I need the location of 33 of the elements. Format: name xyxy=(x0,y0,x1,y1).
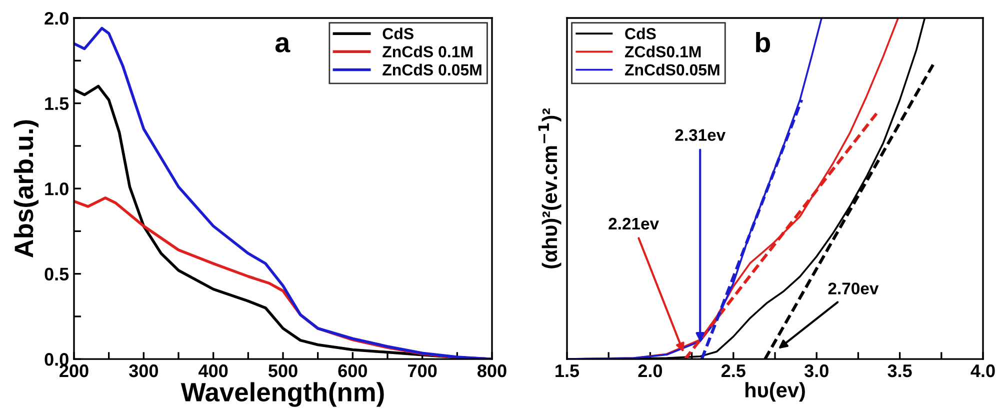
y-tick-label: 1.0 xyxy=(45,182,68,196)
legend-label: CdS xyxy=(382,28,414,40)
x-tick-label: 500 xyxy=(268,364,298,378)
legend-label: ZnCdS0.05M xyxy=(624,64,720,76)
legend-label: CdS xyxy=(625,28,656,40)
y-axis-title: (αhυ)²(ev.cm$^{−1}$)² xyxy=(538,108,562,268)
x-tick-label: 2.0 xyxy=(638,364,662,378)
x-tick-label: 400 xyxy=(198,364,228,378)
annotation: 2.31ev xyxy=(675,129,726,141)
legend-label: ZnCdS 0.05M xyxy=(382,64,482,76)
annotation: b xyxy=(756,32,770,52)
x-tick-label: 3.5 xyxy=(888,364,912,378)
x-tick-label: 2.5 xyxy=(721,364,746,378)
annotation: 2.21ev xyxy=(608,218,659,230)
y-tick-label: 1.5 xyxy=(45,97,69,110)
x-tick-label: 4.0 xyxy=(970,364,995,378)
x-tick-label: 700 xyxy=(408,364,437,378)
x-axis-title: Wavelength(nm) xyxy=(180,382,384,407)
legend-label: ZCdS0.1M xyxy=(624,46,701,58)
y-axis-title: Abs(arb.u.) xyxy=(14,120,38,258)
annotation: a xyxy=(275,37,290,52)
annotation: 2.70ev xyxy=(828,282,879,294)
x-tick-label: 600 xyxy=(338,364,367,378)
x-tick-label: 300 xyxy=(129,364,158,378)
x-tick-label: 3.0 xyxy=(804,364,828,378)
x-tick-label: 800 xyxy=(478,364,506,378)
y-tick-label: 0.5 xyxy=(44,268,69,281)
x-tick-label: 200 xyxy=(60,364,88,378)
x-tick-label: 1.5 xyxy=(556,364,580,378)
legend-label: ZnCdS 0.1M xyxy=(382,46,472,58)
y-tick-label: 2.0 xyxy=(44,12,68,25)
x-axis-title: hυ(ev) xyxy=(746,382,805,402)
y-tick-label: 0.0 xyxy=(44,353,68,366)
